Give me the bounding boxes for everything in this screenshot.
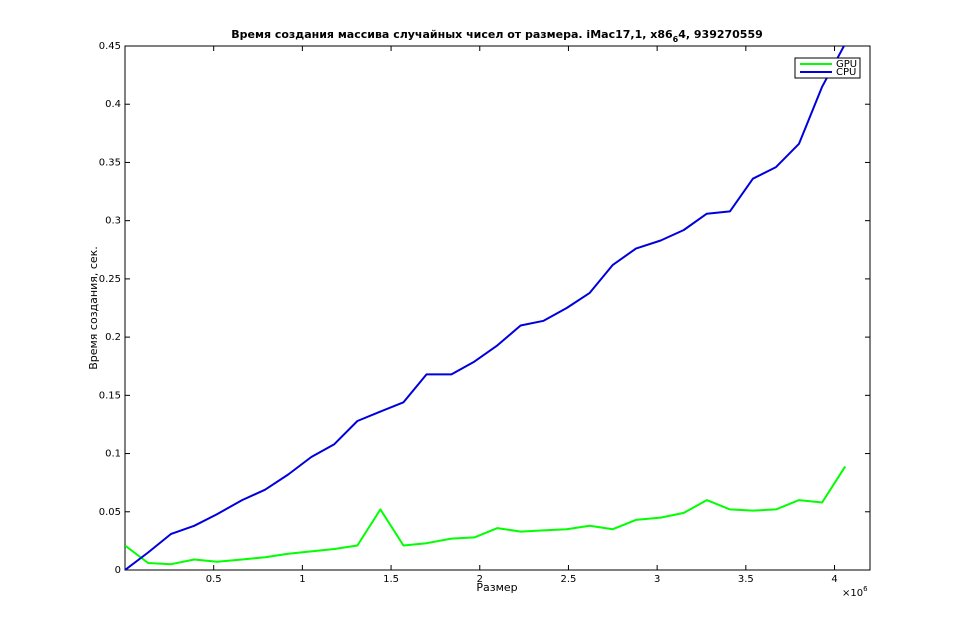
x-axis-exponent-base: ×10: [842, 588, 863, 599]
x-axis-label: Размер: [476, 581, 517, 594]
y-axis: 0 0.05 0.1 0.15 0.2 0.25 0.3 0.35 0.4 0.45: [99, 41, 870, 576]
y-tick-label: 0.35: [99, 157, 121, 168]
y-tick-label: 0.15: [99, 390, 121, 401]
x-axis-exponent-power: 6: [863, 585, 868, 593]
chart-title-subscript: 6: [673, 35, 679, 44]
chart-title-main: Время создания массива случайных чисел о…: [231, 28, 673, 41]
x-tick-label: 1.5: [383, 574, 399, 585]
legend-label-gpu: GPU: [836, 59, 857, 70]
x-tick-label: 3: [654, 574, 660, 585]
y-tick-label: 0.3: [105, 216, 121, 227]
chart-title: Время создания массива случайных чисел о…: [231, 28, 763, 44]
chart-title-suffix: 4, 939270559: [678, 28, 763, 41]
x-tick-label: 2.5: [560, 574, 576, 585]
series-line-cpu: [125, 46, 846, 570]
x-tick-label: 4: [831, 574, 837, 585]
y-tick-label: 0.4: [105, 99, 121, 110]
x-tick-label: 2: [477, 574, 483, 585]
series-line-gpu: [125, 465, 847, 566]
y-tick-label: 0.2: [105, 332, 121, 343]
plot-area: [124, 45, 871, 571]
y-axis-label: Время создания, сек.: [87, 246, 100, 370]
legend-label-cpu: CPU: [836, 67, 856, 78]
y-tick-label: 0.05: [99, 507, 121, 518]
x-tick-label: 3.5: [738, 574, 754, 585]
x-tick-label: 1: [299, 574, 305, 585]
series-lines: [125, 46, 847, 570]
y-tick-label: 0.45: [99, 41, 121, 52]
x-axis: 0.5 1 1.5 2 2.5 3 3.5 4: [206, 46, 838, 585]
x-axis-exponent: ×106: [842, 585, 868, 599]
x-tick-label: 0.5: [206, 574, 222, 585]
y-tick-label: 0.25: [99, 274, 121, 285]
y-tick-label: 0.1: [105, 449, 121, 460]
y-tick-label: 0: [115, 565, 121, 576]
